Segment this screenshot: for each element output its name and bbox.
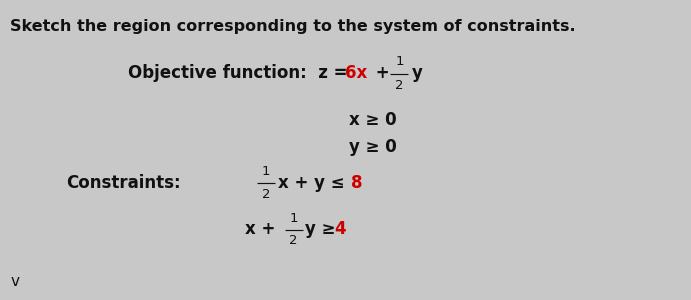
- Text: 2: 2: [395, 79, 404, 92]
- Text: y: y: [412, 64, 423, 82]
- Text: x ≥ 0: x ≥ 0: [349, 111, 397, 129]
- Text: Sketch the region corresponding to the system of constraints.: Sketch the region corresponding to the s…: [10, 20, 576, 34]
- Text: 8: 8: [351, 174, 363, 192]
- Text: 1: 1: [262, 165, 270, 178]
- Text: 2: 2: [262, 188, 270, 201]
- Text: x + y ≤: x + y ≤: [278, 174, 350, 192]
- Text: 4: 4: [334, 220, 346, 238]
- Text: 1: 1: [395, 55, 404, 68]
- Text: x +: x +: [245, 220, 281, 238]
- Text: Constraints:: Constraints:: [66, 174, 180, 192]
- Text: 1: 1: [290, 212, 298, 225]
- Text: Objective function:  z =: Objective function: z =: [128, 64, 353, 82]
- Text: +: +: [370, 64, 396, 82]
- Text: y ≥: y ≥: [305, 220, 341, 238]
- Text: 6x: 6x: [345, 64, 367, 82]
- Text: v: v: [10, 274, 19, 290]
- Text: y ≥ 0: y ≥ 0: [349, 138, 397, 156]
- Text: 2: 2: [290, 234, 298, 248]
